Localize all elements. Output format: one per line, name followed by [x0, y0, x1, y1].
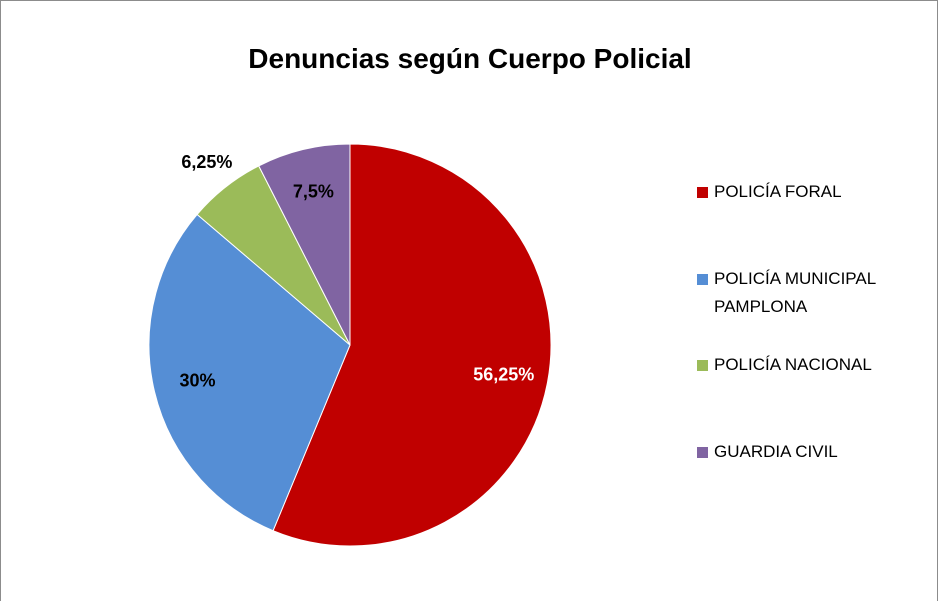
- legend-label: POLICÍA FORAL: [714, 182, 842, 201]
- legend-item: POLICÍA MUNICIPAL PAMPLONA: [697, 265, 927, 321]
- legend-swatch: [697, 447, 708, 458]
- pie-slice: [272, 143, 552, 547]
- legend-swatch: [697, 187, 708, 198]
- legend-swatch: [697, 360, 708, 371]
- value-label: 30%: [180, 370, 216, 390]
- legend-swatch: [697, 274, 708, 285]
- pie-slice: [258, 143, 351, 346]
- legend-label: POLICÍA MUNICIPAL PAMPLONA: [714, 269, 876, 316]
- legend-item: GUARDIA CIVIL: [697, 438, 927, 466]
- value-label: 56,25%: [473, 364, 534, 384]
- legend-item: POLICÍA FORAL: [697, 178, 927, 206]
- legend-label: GUARDIA CIVIL: [714, 442, 838, 461]
- value-label: 6,25%: [181, 152, 232, 172]
- legend-item: POLICÍA NACIONAL: [697, 351, 927, 379]
- chart-title: Denuncias según Cuerpo Policial: [248, 43, 691, 74]
- legend-label: POLICÍA NACIONAL: [714, 355, 872, 374]
- value-label: 7,5%: [293, 181, 334, 201]
- pie-slice: [148, 213, 351, 532]
